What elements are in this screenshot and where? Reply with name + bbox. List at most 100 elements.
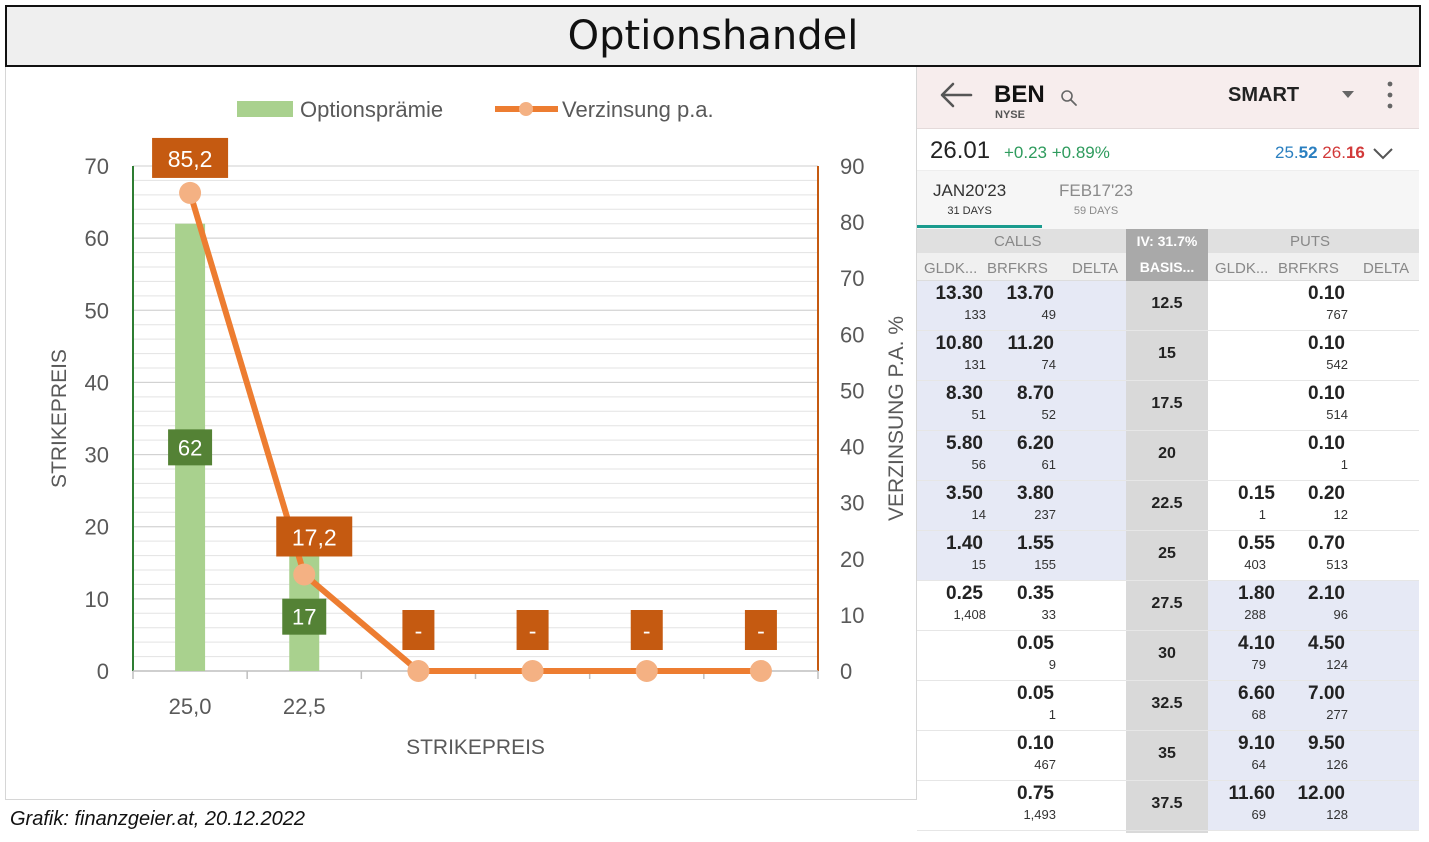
cell-background [1208,531,1419,580]
put-ask-price[interactable]: 0.10 [1308,283,1345,304]
col-put-bid[interactable]: GLDK... [1215,260,1269,277]
call-bid-price[interactable]: 0.25 [946,583,983,604]
put-ask-price[interactable]: 0.70 [1308,533,1345,554]
put-bid-price[interactable]: 9.10 [1238,733,1275,754]
routing-select[interactable]: SMART [1228,84,1300,106]
cell-background [1208,331,1419,380]
row-divider [917,530,1419,531]
strike-price[interactable]: 12.5 [1151,295,1183,312]
call-ask-price[interactable]: 0.75 [1017,783,1054,804]
call-ask-price[interactable]: 1.55 [1017,533,1054,554]
table-row[interactable]: 13.30 133 13.70 49 0.10 767 12.5 [917,281,1419,331]
call-ask-price[interactable]: 3.80 [1017,483,1054,504]
call-ask-price[interactable]: 11.20 [1007,333,1055,354]
strike-price[interactable]: 22.5 [1151,495,1183,512]
tab-expiry-feb[interactable]: FEB17'23 59 DAYS [1059,181,1133,217]
x-tick-label: 22,5 [283,694,326,719]
expiry-days: 31 DAYS [947,205,992,217]
put-bid-price[interactable]: 6.60 [1238,683,1275,704]
legend-swatch-bar [237,101,293,117]
col-put-delta[interactable]: DELTA [1363,260,1410,277]
put-ask-price[interactable]: 0.10 [1308,333,1345,354]
call-bid-price[interactable]: 13.30 [935,283,983,304]
table-row[interactable]: 0.25 1,408 0.35 33 1.80 288 2.10 96 27.5 [917,581,1419,631]
expand-chevron-icon[interactable] [1372,147,1394,160]
table-row[interactable]: 8.30 51 8.70 52 0.10 514 17.5 [917,381,1419,431]
cell-background [917,731,1126,780]
page-title: Optionshandel [5,5,1421,67]
put-ask-price[interactable]: 12.00 [1297,783,1345,804]
line-label-box [152,137,229,178]
call-bid-price[interactable]: 5.80 [946,433,983,454]
put-ask-price[interactable]: 9.50 [1308,733,1345,754]
col-put-ask[interactable]: BRFKRS [1278,260,1339,277]
table-row[interactable]: 0.75 1,493 11.60 69 12.00 128 37.5 [917,781,1419,831]
call-bid-price[interactable]: 3.50 [946,483,983,504]
ticker-symbol[interactable]: BEN [994,81,1045,108]
put-ask-size: 277 [1326,707,1348,722]
put-bid-price[interactable]: 0.55 [1238,533,1275,554]
table-row[interactable]: 10.80 131 11.20 74 0.10 542 15 [917,331,1419,381]
y-axis-title: STRIKEPREIS [48,349,71,488]
more-vertical-icon[interactable] [1387,81,1393,109]
bar-data-label: 62 [178,435,202,460]
col-strike[interactable]: BASIS... [1126,253,1208,281]
combo-chart: 0 10 20 30 40 50 60 70 0 10 20 30 40 50 60 70 80 90 25,0 22… [48,97,908,759]
chevron-down-icon[interactable] [1342,91,1354,99]
strike-price[interactable]: 37.5 [1151,795,1183,812]
y-tick-label: 70 [85,154,109,179]
call-ask-price[interactable]: 8.70 [1017,383,1054,404]
cell-background [1208,381,1419,430]
put-bid-price[interactable]: 0.15 [1238,483,1275,504]
put-bid-price[interactable]: 4.10 [1238,633,1275,654]
row-divider [917,780,1419,781]
call-bid-price[interactable]: 10.80 [935,333,983,354]
call-ask-price[interactable]: 0.10 [1017,733,1054,754]
call-ask-price[interactable]: 0.05 [1017,633,1054,654]
table-row[interactable]: 3.50 14 3.80 237 0.15 1 0.20 12 22.5 [917,481,1419,531]
strike-price[interactable]: 35 [1158,745,1176,762]
y2-tick-label: 20 [840,547,864,572]
table-row[interactable]: 0.05 1 6.60 68 7.00 277 32.5 [917,681,1419,731]
put-bid-price[interactable]: 11.60 [1228,783,1276,804]
call-ask-price[interactable]: 13.70 [1006,283,1054,304]
strike-price[interactable]: 25 [1158,545,1176,562]
tab-expiry-jan[interactable]: JAN20'23 31 DAYS [933,181,1006,217]
search-icon[interactable] [1060,89,1078,107]
put-ask-price[interactable]: 4.50 [1308,633,1345,654]
call-ask-price[interactable]: 0.35 [1017,583,1054,604]
col-call-delta[interactable]: DELTA [1072,260,1119,277]
table-row[interactable]: 0.05 9 4.10 79 4.50 124 30 [917,631,1419,681]
cell-background [917,631,1126,680]
put-ask-price[interactable]: 7.00 [1308,683,1345,704]
put-bid-price[interactable]: 1.80 [1238,583,1275,604]
strike-price[interactable]: 32.5 [1151,695,1183,712]
call-ask-price[interactable]: 0.05 [1017,683,1054,704]
row-divider [917,430,1419,431]
table-row[interactable]: 0.10 467 9.10 64 9.50 126 35 [917,731,1419,781]
call-ask-price[interactable]: 6.20 [1017,433,1054,454]
call-bid-price[interactable]: 8.30 [946,383,983,404]
strike-price[interactable]: 30 [1158,645,1176,662]
put-ask-price[interactable]: 0.10 [1308,433,1345,454]
expiry-days: 59 DAYS [1073,205,1119,217]
call-ask-size: 33 [1041,607,1056,622]
strike-price[interactable]: 27.5 [1151,595,1183,612]
back-arrow-icon[interactable] [939,81,973,109]
strike-price[interactable]: 17.5 [1151,395,1183,412]
put-ask-price[interactable]: 0.20 [1308,483,1345,504]
table-row[interactable]: 1.40 15 1.55 155 0.55 403 0.70 513 25 [917,531,1419,581]
col-call-bid[interactable]: GLDK... [924,260,978,277]
strike-price[interactable]: 20 [1158,445,1176,462]
line-label-box [402,610,435,650]
table-row[interactable]: 5.80 56 6.20 61 0.10 1 20 [917,431,1419,481]
call-bid-price[interactable]: 1.40 [946,533,983,554]
cell-background [917,681,1126,730]
call-ask-size: 9 [1048,657,1056,672]
put-ask-price[interactable]: 0.10 [1308,383,1345,404]
chart-panel: 0 10 20 30 40 50 60 70 0 10 20 30 40 50 60 70 80 90 25,0 22… [5,67,917,800]
strike-price[interactable]: 15 [1158,345,1176,362]
put-ask-price[interactable]: 2.10 [1308,583,1345,604]
call-bid-size: 56 [971,457,986,472]
col-call-ask[interactable]: BRFKRS [987,260,1048,277]
